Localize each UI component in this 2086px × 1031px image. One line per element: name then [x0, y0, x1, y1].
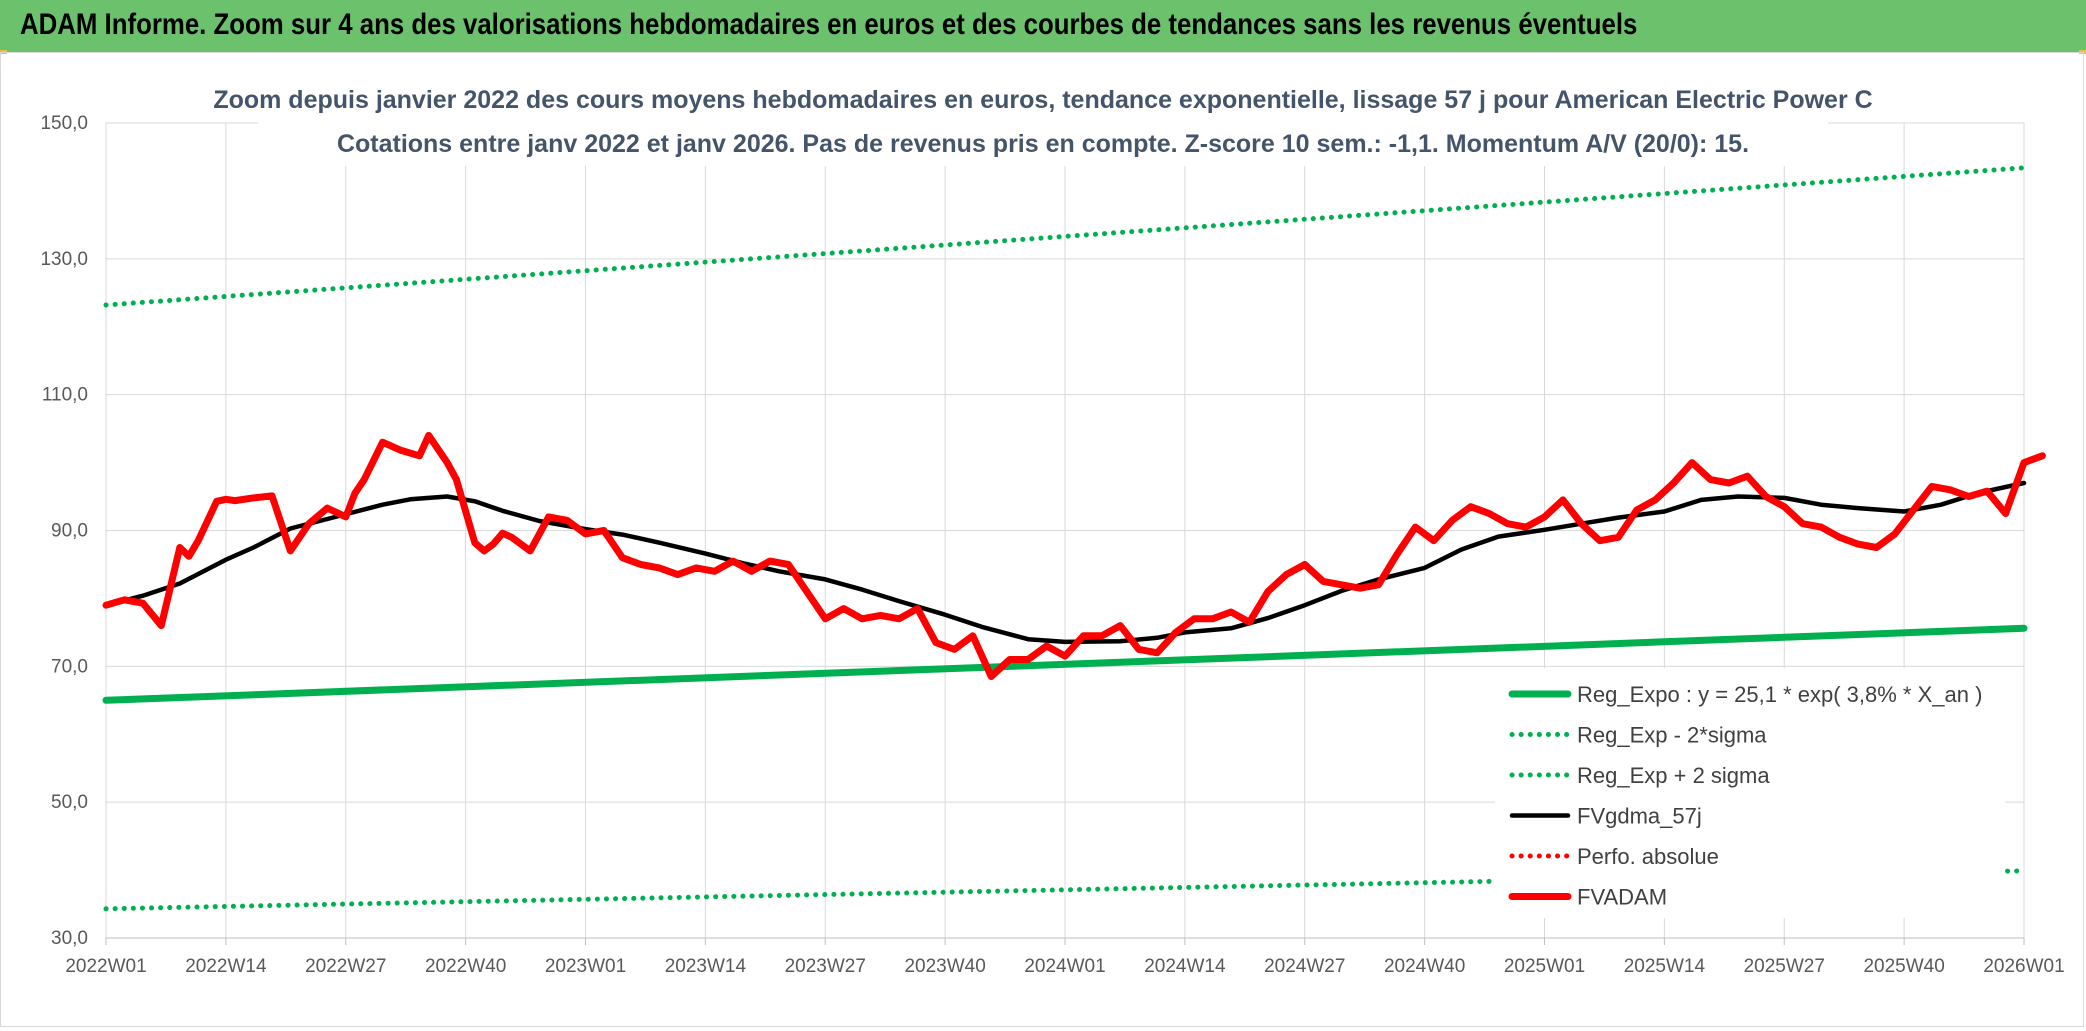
series-line	[103, 165, 2027, 308]
x-tick-label: 2022W40	[425, 956, 506, 977]
y-tick-label: 70,0	[51, 656, 88, 677]
legend-label: Reg_Exp + 2 sigma	[1577, 763, 1770, 788]
report-title: ADAM Informe. Zoom sur 4 ans des valoris…	[20, 8, 1638, 41]
series-line	[103, 868, 2027, 912]
x-tick-label: 2023W01	[545, 956, 626, 977]
x-tick-label: 2024W01	[1024, 956, 1105, 977]
x-tick-label: 2024W27	[1264, 956, 1345, 977]
y-tick-label: 50,0	[51, 792, 88, 813]
x-tick-label: 2022W01	[65, 956, 146, 977]
x-tick-label: 2023W27	[785, 956, 866, 977]
title-background	[258, 80, 1828, 166]
legend-label: FVADAM	[1577, 885, 1667, 910]
y-tick-label: 110,0	[42, 385, 88, 406]
legend-label: Reg_Expo : y = 25,1 * exp( 3,8% * X_an )	[1577, 682, 1982, 707]
chart-ticks: 30,0 50,0 70,0 90,0 110,0 130,0 150,0 2022W01 20…	[40, 113, 2064, 977]
chart-legend: Reg_Expo : y = 25,1 * exp( 3,8% * X_an )…	[1495, 668, 2005, 918]
y-tick-label: 130,0	[40, 249, 88, 270]
y-tick-label: 150,0	[40, 113, 88, 134]
legend-label: FVgdma_57j	[1577, 804, 1702, 829]
x-tick-label: 2024W40	[1384, 956, 1465, 977]
report-banner: ADAM Informe. Zoom sur 4 ans des valoris…	[0, 0, 2086, 52]
series-line	[103, 480, 2027, 645]
x-tick-label: 2026W01	[1983, 956, 2064, 977]
y-tick-label: 90,0	[51, 521, 88, 542]
chart-title: Zoom depuis janvier 2022 des cours moyen…	[213, 86, 1872, 114]
x-tick-label: 2024W14	[1144, 956, 1226, 977]
x-tick-label: 2023W40	[904, 956, 985, 977]
x-tick-label: 2025W14	[1624, 956, 1706, 977]
chart-series	[102, 165, 2046, 912]
series-line	[102, 624, 2028, 704]
y-tick-label: 30,0	[51, 928, 88, 949]
x-tick-label: 2022W27	[305, 956, 386, 977]
series-line	[102, 431, 2046, 680]
x-tick-label: 2025W40	[1863, 956, 1944, 977]
legend-background	[1495, 668, 2005, 918]
legend-label: Perfo. absolue	[1577, 844, 1719, 869]
x-tick-label: 2023W14	[665, 956, 747, 977]
legend-label: Reg_Exp - 2*sigma	[1577, 723, 1767, 748]
x-tick-label: 2022W14	[185, 956, 267, 977]
chart-subtitle: Cotations entre janv 2022 et janv 2026. …	[337, 130, 1749, 158]
x-tick-label: 2025W27	[1744, 956, 1825, 977]
x-tick-label: 2025W01	[1504, 956, 1585, 977]
chart-frame	[0, 52, 2084, 1027]
